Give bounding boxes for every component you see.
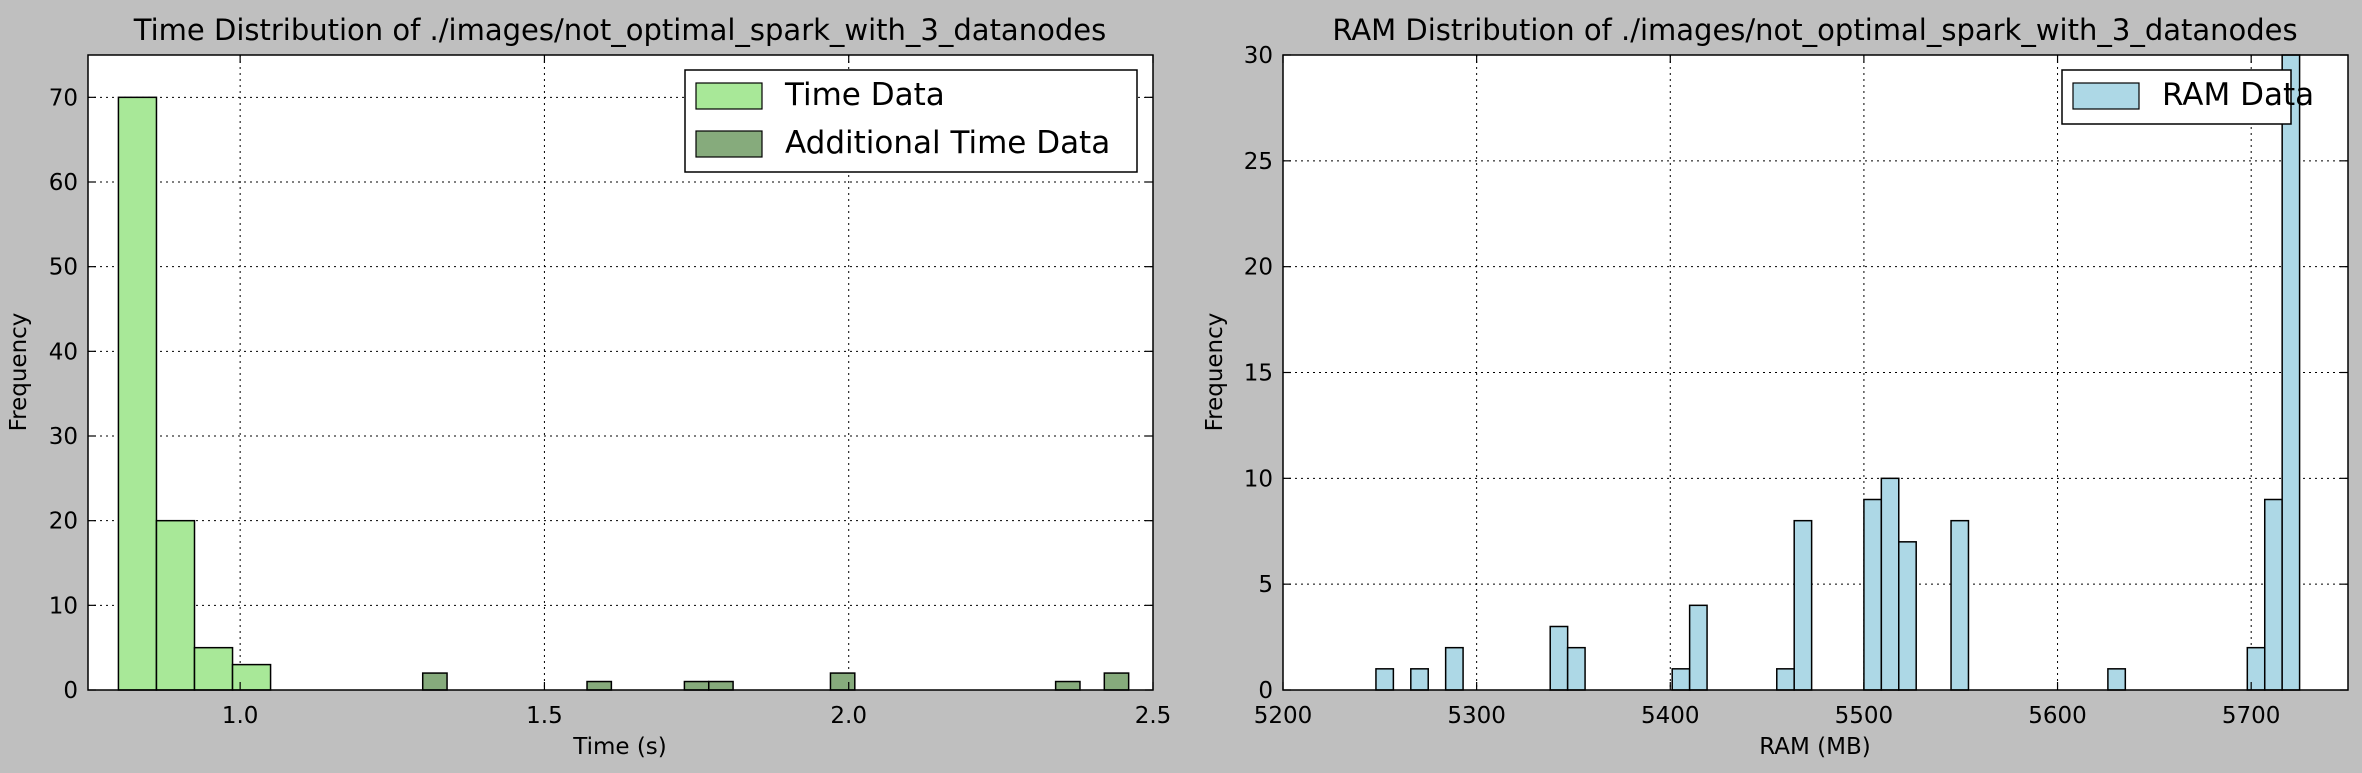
ram-x-tick-label: 5200 (1254, 703, 1313, 729)
ram-y-tick-label: 15 (1244, 361, 1273, 387)
time-histogram-bar (683, 680, 710, 691)
time-histogram-bar (829, 672, 856, 691)
ram-y-tick-label: 30 (1244, 43, 1273, 69)
time-x-tick-label: 2.5 (1135, 703, 1172, 729)
time-legend: Time Data Additional Time Data (684, 69, 1138, 173)
ram-histogram-bar (2263, 498, 2283, 691)
time-chart-title: Time Distribution of ./images/not_optima… (133, 13, 1106, 47)
ram-distribution-chart: 5200 5300 5400 5500 5600 5700 0 5 10 15 20 25 30 RAM… (1202, 13, 2349, 760)
ram-histogram-bar (1776, 668, 1795, 691)
time-x-tick-label: 1.5 (526, 703, 563, 729)
time-plot-frame (87, 54, 1154, 691)
legend-swatch-time-data (695, 82, 763, 110)
time-y-tick-label: 10 (49, 593, 78, 619)
time-y-tick-label: 20 (49, 509, 78, 535)
time-x-tick-label: 1.0 (222, 703, 259, 729)
ram-y-tick-label: 10 (1244, 466, 1273, 492)
ram-histogram-bar (1793, 519, 1813, 691)
time-histogram-bar (193, 646, 234, 691)
ram-y-tick-label: 25 (1244, 149, 1273, 175)
legend-label-ram-data: RAM Data (2162, 77, 2314, 113)
ram-bars (1375, 54, 2301, 691)
ram-histogram-bar (1863, 498, 1883, 691)
ram-x-tick-label: 5600 (2028, 703, 2087, 729)
ram-histogram-bar (1444, 646, 1464, 691)
legend-label-time-data: Time Data (784, 77, 945, 113)
time-histogram-bar (586, 680, 613, 691)
ram-x-tick-label: 5400 (1641, 703, 1700, 729)
ram-x-tick-label: 5500 (1835, 703, 1894, 729)
time-gridlines (88, 55, 1153, 690)
ram-histogram-bar (1549, 625, 1569, 691)
time-y-tick-label: 0 (63, 678, 78, 704)
ram-histogram-bar (1688, 604, 1708, 691)
time-histogram-bar (421, 672, 448, 691)
time-distribution-chart: 1.0 1.5 2.0 2.5 0 10 20 30 40 50 60 70 Time Distrib… (6, 13, 1171, 760)
time-ticks: 1.0 1.5 2.0 2.5 0 10 20 30 40 50 60 70 (49, 55, 1172, 729)
time-histogram-bar (231, 663, 272, 691)
ram-histogram-bar (2281, 54, 2301, 691)
ram-y-tick-label: 20 (1244, 255, 1273, 281)
time-x-axis-label: Time (s) (572, 734, 667, 760)
time-y-tick-label: 50 (49, 255, 78, 281)
ram-x-tick-label: 5700 (2222, 703, 2281, 729)
ram-histogram-bar (2107, 668, 2127, 691)
time-y-tick-label: 30 (49, 424, 78, 450)
ram-y-tick-label: 0 (1258, 678, 1273, 704)
ram-histogram-bar (1880, 477, 1900, 691)
time-histogram-bar (155, 519, 196, 691)
ram-x-tick-label: 5300 (1447, 703, 1506, 729)
ram-histogram-bar (1950, 519, 1970, 691)
ram-legend: RAM Data (2061, 69, 2314, 125)
time-y-tick-label: 40 (49, 339, 78, 365)
time-histogram-bar (707, 680, 734, 691)
ram-histogram-bar (1375, 668, 1395, 691)
ram-histogram-bar (1898, 541, 1917, 691)
ram-y-axis-label: Frequency (1202, 313, 1228, 432)
ram-histogram-bar (2246, 646, 2266, 691)
legend-swatch-additional-time-data (695, 130, 763, 158)
time-histogram-bar (1103, 672, 1130, 691)
time-y-tick-label: 60 (49, 170, 78, 196)
time-histogram-bar (117, 96, 158, 691)
ram-ticks: 5200 5300 5400 5500 5600 5700 0 5 10 15 20 25 30 (1244, 43, 2348, 729)
time-y-tick-label: 70 (49, 85, 78, 111)
time-y-axis-label: Frequency (6, 313, 32, 432)
legend-swatch-ram-data (2072, 82, 2140, 110)
ram-histogram-bar (1671, 668, 1691, 691)
ram-x-axis-label: RAM (MB) (1759, 734, 1871, 760)
legend-label-additional-time-data: Additional Time Data (785, 125, 1110, 161)
ram-plot-area (1283, 55, 2348, 690)
ram-histogram-bar (1566, 646, 1586, 691)
ram-histogram-bar (1410, 668, 1429, 691)
time-histogram-bar (1054, 680, 1081, 691)
ram-chart-title: RAM Distribution of ./images/not_optimal… (1332, 13, 2297, 47)
ram-y-tick-label: 5 (1258, 572, 1273, 598)
time-x-tick-label: 2.0 (830, 703, 867, 729)
